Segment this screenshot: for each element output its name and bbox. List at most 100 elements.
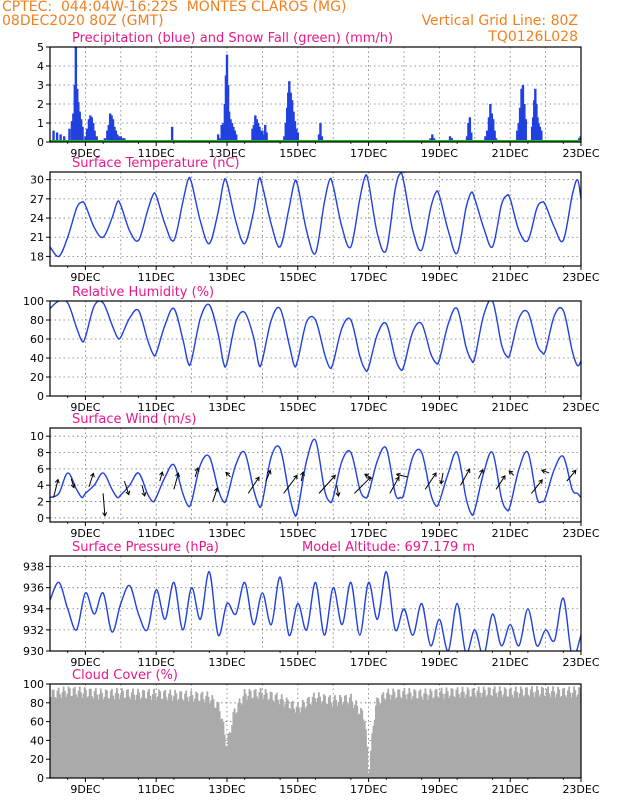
cloud-bar bbox=[199, 700, 201, 778]
precip-bar bbox=[77, 102, 80, 142]
cloud-bar bbox=[527, 694, 530, 778]
cloud-bar bbox=[142, 689, 144, 778]
cloud-bar bbox=[207, 696, 210, 778]
cloud-bar bbox=[426, 699, 429, 778]
y-tick-label: 80 bbox=[30, 697, 44, 710]
cloud-bar bbox=[412, 696, 414, 778]
cloud-bar bbox=[553, 691, 556, 778]
cloud-bar bbox=[440, 687, 443, 778]
cloud-bar bbox=[146, 691, 149, 778]
x-tick-label: 15DEC bbox=[279, 147, 316, 160]
cloud-bar bbox=[547, 686, 549, 778]
cloud-bar bbox=[483, 689, 486, 778]
cloud-bar bbox=[505, 688, 507, 778]
cloud-bar bbox=[335, 700, 338, 778]
cloud-bar bbox=[277, 699, 279, 778]
cloud-bar bbox=[221, 718, 224, 778]
x-tick-label: 17DEC bbox=[350, 656, 387, 669]
cloud-bar bbox=[52, 689, 55, 778]
cloud-bar bbox=[552, 686, 554, 778]
cloud-bar bbox=[331, 706, 334, 778]
cloud-bar bbox=[522, 696, 525, 778]
cloud-bar bbox=[383, 698, 386, 778]
cloud-bar bbox=[285, 697, 288, 778]
cloud-bar bbox=[166, 700, 169, 778]
cloud-bar bbox=[544, 695, 547, 778]
precip-bar bbox=[62, 136, 66, 142]
wind-vector bbox=[460, 468, 471, 486]
cloud-bar bbox=[457, 694, 460, 778]
cloud-bar bbox=[92, 698, 95, 778]
wind-arrowhead bbox=[335, 492, 341, 497]
x-tick-label: 11DEC bbox=[138, 147, 175, 160]
header-code: TQ0126L028 bbox=[488, 29, 578, 45]
y-tick-label: 938 bbox=[23, 561, 44, 574]
cloud-bar bbox=[456, 687, 459, 778]
wind-arrowhead bbox=[395, 472, 401, 478]
cloud-bar bbox=[321, 701, 324, 778]
precip-bar bbox=[290, 100, 294, 142]
cloud-bar bbox=[290, 701, 293, 778]
wind-vector bbox=[88, 473, 94, 488]
wind-arrowhead bbox=[439, 479, 445, 485]
cloud-bar bbox=[279, 699, 282, 778]
cloud-bar bbox=[256, 696, 258, 778]
x-tick-label: 21DEC bbox=[492, 401, 529, 414]
cloud-bar bbox=[197, 700, 200, 778]
panel-wind: Surface Wind (m/s) 0 2 4 6 8 10 9DEC 11DEC 13DEC 1… bbox=[30, 412, 600, 540]
cloud-bar bbox=[519, 686, 522, 778]
cloud-bar bbox=[180, 691, 183, 778]
cloud-bar bbox=[498, 686, 501, 778]
cloud-bar bbox=[431, 698, 434, 778]
cloud-bar bbox=[275, 692, 278, 778]
cloud-bar bbox=[496, 697, 499, 778]
y-tick-label: 5 bbox=[37, 41, 44, 54]
cloud-bar bbox=[574, 689, 577, 778]
cloud-bar bbox=[249, 691, 252, 778]
cloud-bar bbox=[523, 695, 526, 778]
x-tick-label: 9DEC bbox=[70, 527, 100, 540]
cloud-bar bbox=[231, 724, 234, 778]
precip-bar bbox=[70, 121, 74, 142]
precip-bar bbox=[106, 130, 109, 142]
wind-arrowhead bbox=[213, 487, 219, 493]
cloud-bar bbox=[537, 690, 540, 778]
cloud-bar bbox=[216, 701, 219, 778]
precip-bar bbox=[517, 123, 520, 142]
cloud-bar bbox=[179, 691, 181, 778]
header-date: 08DEC2020 80Z (GMT) bbox=[2, 13, 164, 29]
cloud-bar bbox=[336, 706, 339, 778]
wind-arrowhead bbox=[70, 483, 76, 489]
cloud-bar bbox=[311, 696, 314, 778]
precip-bar bbox=[292, 111, 295, 142]
cloud-bar bbox=[244, 693, 247, 778]
cloud-bar bbox=[175, 693, 178, 778]
panel-frame bbox=[49, 555, 582, 652]
cloud-bar bbox=[306, 698, 309, 778]
cloud-bar bbox=[154, 693, 157, 778]
precip-bar bbox=[521, 85, 525, 142]
panel-title: Relative Humidity (%) bbox=[72, 285, 214, 300]
cloud-bar bbox=[309, 703, 312, 778]
y-tick-label: 0 bbox=[37, 512, 44, 525]
wind-arrowhead bbox=[331, 474, 336, 480]
cloud-bar bbox=[512, 697, 515, 778]
x-tick-label: 9DEC bbox=[70, 656, 100, 669]
cloud-bar bbox=[376, 697, 378, 778]
x-tick-label: 11DEC bbox=[138, 527, 175, 540]
wind-vector bbox=[53, 479, 59, 498]
x-tick-label: 17DEC bbox=[350, 527, 387, 540]
cloud-bar bbox=[283, 706, 286, 778]
y-tick-label: 27 bbox=[30, 193, 44, 206]
cloud-bar bbox=[352, 708, 355, 778]
cloud-bar bbox=[573, 686, 575, 778]
precip-bar bbox=[520, 88, 523, 142]
cloud-bar bbox=[477, 686, 480, 778]
cloud-bar bbox=[554, 697, 557, 778]
x-tick-label: 21DEC bbox=[492, 656, 529, 669]
cloud-bar bbox=[474, 695, 476, 778]
cloud-bar bbox=[536, 685, 538, 778]
cloud-bar bbox=[399, 696, 402, 778]
x-tick-label: 11DEC bbox=[138, 783, 175, 796]
cloud-bar bbox=[89, 688, 92, 778]
